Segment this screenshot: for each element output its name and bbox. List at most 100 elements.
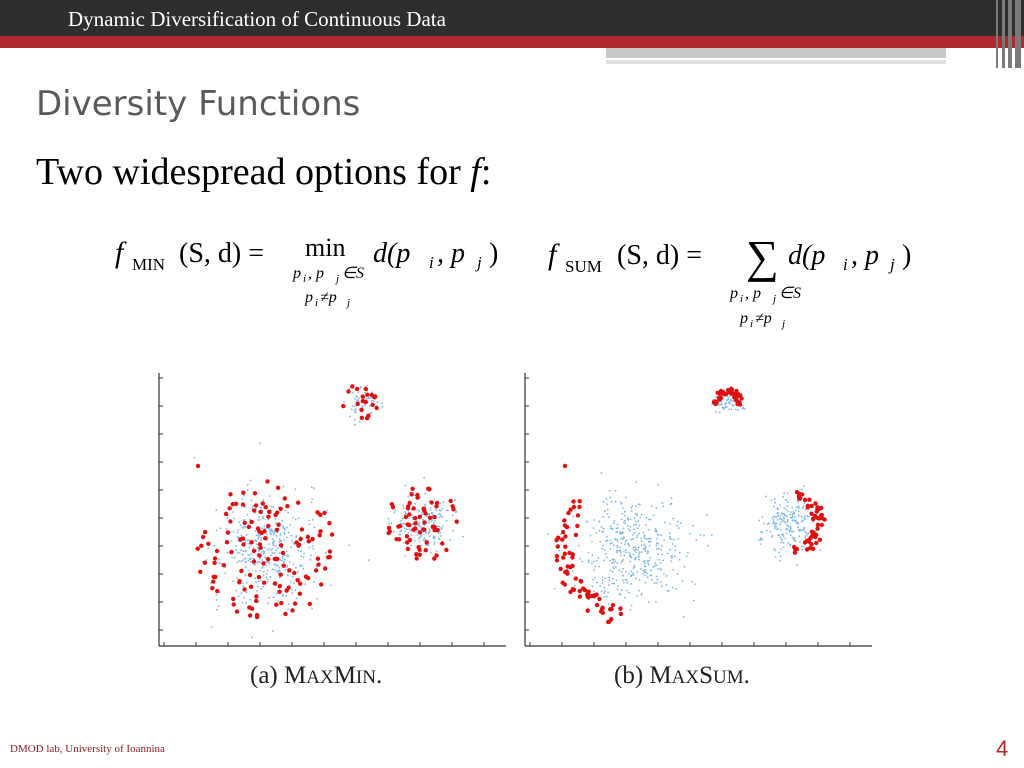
data-point — [614, 538, 616, 540]
selected-point — [224, 540, 230, 545]
svg-text:d(p: d(p — [788, 240, 825, 271]
data-point — [281, 555, 284, 558]
data-point — [673, 538, 675, 541]
data-point — [782, 520, 785, 523]
data-point — [632, 537, 634, 540]
selected-point — [411, 506, 416, 511]
data-point — [283, 531, 286, 534]
selected-point — [812, 513, 818, 519]
selected-point — [792, 546, 798, 551]
data-point — [635, 481, 638, 483]
selected-point — [714, 400, 719, 405]
data-point — [596, 581, 598, 584]
data-point — [621, 560, 623, 563]
data-point — [587, 561, 590, 564]
data-point — [613, 582, 615, 585]
data-point — [672, 568, 675, 571]
selected-point — [263, 505, 268, 510]
data-point — [631, 505, 634, 507]
data-point — [629, 518, 632, 521]
data-point — [393, 511, 396, 514]
data-point — [623, 550, 625, 553]
data-point — [254, 577, 257, 580]
data-point — [715, 396, 718, 399]
data-point — [657, 547, 660, 550]
selected-point — [249, 519, 254, 525]
selected-point — [416, 545, 421, 550]
data-point — [773, 527, 776, 530]
data-point — [692, 524, 694, 527]
data-point — [774, 555, 777, 558]
data-point — [431, 518, 434, 521]
selected-point — [606, 619, 611, 625]
selected-point — [566, 510, 571, 516]
data-point — [625, 549, 627, 551]
data-point — [633, 549, 635, 552]
selected-point — [618, 606, 623, 611]
selected-point — [279, 600, 284, 606]
svg-text:f: f — [115, 236, 127, 269]
data-point — [398, 533, 401, 536]
data-point — [259, 570, 261, 572]
data-point — [744, 408, 746, 410]
data-point — [260, 539, 262, 542]
data-point — [602, 527, 605, 530]
data-point — [608, 489, 611, 492]
data-point — [256, 519, 259, 521]
data-point — [330, 584, 332, 587]
data-point — [780, 541, 782, 544]
data-point — [779, 518, 782, 520]
data-point — [603, 559, 605, 562]
data-point — [804, 537, 806, 539]
data-point — [637, 549, 639, 551]
selected-point — [794, 490, 800, 495]
data-point — [286, 526, 288, 529]
data-point — [268, 495, 271, 497]
data-point — [638, 551, 641, 553]
selected-point — [562, 518, 567, 523]
data-point — [804, 531, 807, 534]
data-point — [361, 405, 364, 407]
data-point — [662, 559, 665, 562]
selected-point — [432, 556, 437, 561]
selected-point — [600, 606, 605, 612]
data-point — [312, 547, 315, 550]
data-point — [265, 573, 268, 575]
data-point — [640, 540, 643, 543]
data-point — [272, 596, 275, 599]
data-point — [253, 563, 256, 566]
data-point — [249, 560, 252, 563]
selected-point — [202, 560, 208, 565]
data-point — [621, 512, 623, 515]
selected-point — [359, 407, 364, 413]
data-point — [650, 574, 653, 577]
data-point — [442, 525, 444, 528]
selected-point — [432, 514, 437, 520]
data-point — [235, 589, 237, 592]
data-point — [611, 582, 614, 585]
selected-point — [287, 568, 292, 573]
data-point — [217, 605, 220, 607]
data-point — [247, 569, 250, 572]
selected-point — [735, 391, 741, 397]
data-point — [598, 565, 601, 568]
data-point — [639, 516, 642, 519]
selected-point — [298, 581, 303, 586]
data-point — [416, 534, 419, 536]
data-point — [577, 544, 580, 547]
data-point — [644, 571, 647, 574]
data-point — [611, 528, 614, 531]
data-point — [617, 585, 619, 587]
selected-point — [561, 555, 566, 560]
data-point — [630, 510, 633, 512]
selected-point — [575, 513, 581, 518]
data-point — [624, 543, 626, 546]
data-point — [433, 541, 436, 543]
selected-point — [210, 586, 215, 591]
data-point — [670, 502, 673, 505]
data-point — [638, 579, 641, 581]
accent-bar — [0, 36, 1024, 48]
caption-maxsum: (b) MAXSUM. — [614, 662, 750, 689]
selected-point — [257, 542, 263, 547]
data-point — [615, 527, 618, 530]
